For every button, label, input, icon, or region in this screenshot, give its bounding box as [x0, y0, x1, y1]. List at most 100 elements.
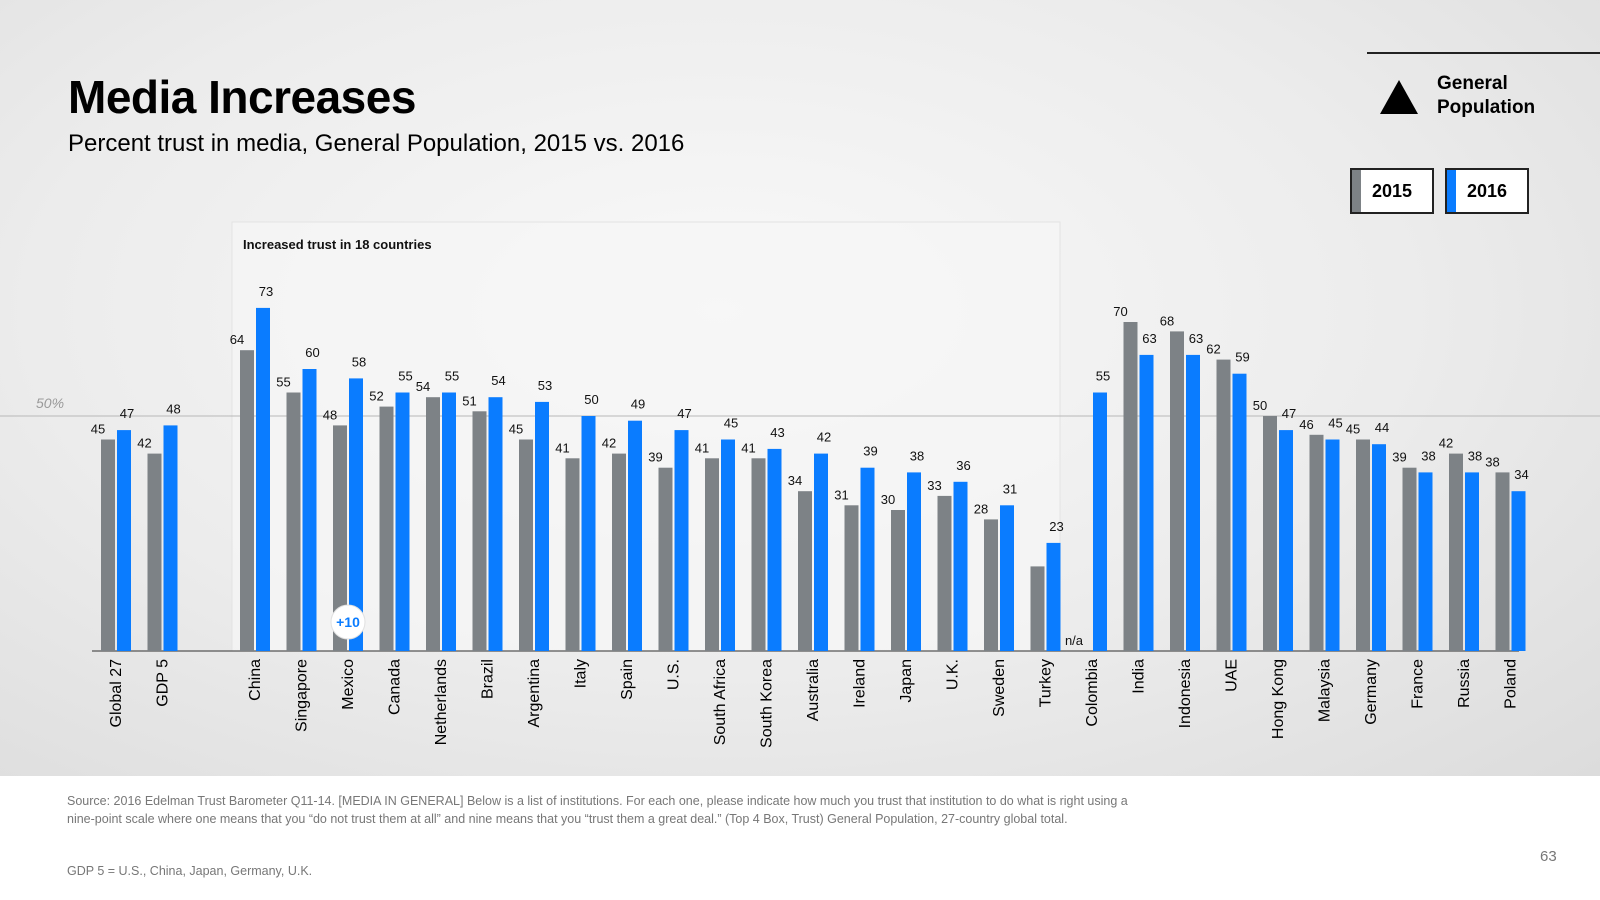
value-label-2016: 43: [770, 425, 784, 440]
legend-group-label: General Population: [1437, 72, 1535, 120]
value-label-2016: 45: [724, 416, 738, 431]
category-label: Brazil: [480, 659, 497, 699]
bar-2015: [426, 397, 440, 651]
value-label-2016: 49: [631, 397, 645, 412]
value-label-2015: 55: [276, 375, 290, 390]
bar-2016: [721, 439, 735, 651]
bar-2016: [767, 448, 782, 651]
bar-2015: [705, 458, 719, 651]
bar-2016: [907, 472, 921, 651]
bar-2016: [256, 307, 270, 651]
bar-2015: [937, 495, 952, 651]
bar-2016: [395, 392, 410, 651]
bar-2015: [984, 519, 998, 651]
bar-2015: [1123, 322, 1138, 651]
highlight-box-label: Increased trust in 18 countries: [243, 237, 432, 252]
bar-2016: [302, 369, 317, 651]
category-label: South Africa: [712, 659, 729, 745]
bar-2015: [1495, 472, 1510, 651]
value-label-2015: 62: [1206, 342, 1220, 357]
bar-2016: [1279, 430, 1293, 651]
page-number: 63: [1540, 848, 1557, 865]
bar-2015: [1170, 331, 1184, 651]
value-label-2016: 31: [1003, 481, 1017, 496]
bar-2015: [612, 453, 626, 651]
category-label: Ireland: [852, 659, 869, 708]
category-label: Russia: [1456, 659, 1473, 708]
category-label: Germany: [1363, 659, 1380, 725]
value-label-2016: 55: [445, 369, 459, 384]
value-label-2015: 45: [1346, 422, 1360, 437]
bar-2016: [163, 425, 178, 651]
bar-2016: [1139, 354, 1154, 651]
source-note: Source: 2016 Edelman Trust Barometer Q11…: [67, 794, 1128, 826]
value-label-2016: 58: [352, 354, 366, 369]
value-label-2016: 23: [1049, 519, 1063, 534]
value-label-2015: 42: [602, 436, 616, 451]
page-title: Media Increases: [68, 71, 416, 123]
legend-item-2015: 2015: [1350, 168, 1434, 214]
bar-2015: [472, 411, 487, 651]
value-label-2015: 34: [788, 473, 802, 488]
value-label-2016: 55: [1096, 369, 1110, 384]
value-label-2015: 51: [462, 393, 476, 408]
bar-2016: [953, 481, 968, 651]
value-label-2015: 38: [1485, 454, 1499, 469]
bar-2015: [1356, 439, 1370, 651]
category-label: Japan: [898, 659, 915, 703]
value-label-2016: 44: [1375, 420, 1389, 435]
category-label: Sweden: [991, 659, 1008, 717]
category-label: Turkey: [1038, 659, 1055, 707]
bar-2015: [519, 439, 533, 651]
legend-label-2015: 2015: [1372, 181, 1413, 201]
bar-2016: [488, 397, 503, 651]
value-label-2016: 55: [398, 369, 412, 384]
bar-2015: [1402, 467, 1417, 651]
page-subtitle: Percent trust in media, General Populati…: [68, 130, 685, 157]
category-label: U.S.: [666, 659, 683, 690]
bar-2016: [1186, 354, 1200, 651]
bar-2015: [1449, 453, 1463, 651]
category-label: Canada: [387, 659, 404, 715]
bar-2016: [1000, 505, 1014, 651]
category-label: Malaysia: [1317, 659, 1334, 722]
value-label-2015: 54: [416, 379, 430, 394]
bar-2015: [379, 406, 394, 651]
category-label: Hong Kong: [1270, 659, 1287, 739]
legend-swatch-2015: [1352, 170, 1361, 212]
value-label-2016: 53: [538, 378, 552, 393]
legend-item-2016: 2016: [1445, 168, 1529, 214]
category-label: Poland: [1503, 659, 1520, 709]
value-label-2015: 70: [1113, 304, 1127, 319]
value-label-2015: 48: [323, 407, 337, 422]
category-label: France: [1410, 659, 1427, 709]
value-label-2015: 39: [648, 450, 662, 465]
value-label-2016: 45: [1328, 416, 1342, 431]
value-label-2016: 50: [584, 392, 598, 407]
category-label: Netherlands: [433, 659, 450, 745]
value-label-2016: 34: [1514, 467, 1528, 482]
bar-2015: [798, 491, 812, 651]
value-label-2015: 64: [230, 332, 244, 347]
category-label: Colombia: [1084, 659, 1101, 727]
value-label-2016: 73: [259, 284, 273, 299]
value-label-2015: 42: [1439, 436, 1453, 451]
value-label-2015: 45: [91, 422, 105, 437]
bar-2015: [565, 458, 580, 651]
value-label-2015: 39: [1392, 450, 1406, 465]
value-label-2016: 39: [863, 444, 877, 459]
value-label-2016: 42: [817, 430, 831, 445]
bar-2015: [891, 510, 905, 651]
value-label-2016: 60: [305, 345, 319, 360]
value-label-2016: 54: [491, 373, 505, 388]
bar-2016: [349, 378, 363, 651]
change-callout-label: +10: [336, 614, 360, 630]
bar-2015: [844, 505, 859, 651]
bar-2016: [581, 416, 596, 651]
value-label-2015: 28: [974, 501, 988, 516]
gdp-note: GDP 5 = U.S., China, Japan, Germany, U.K…: [67, 864, 313, 878]
bar-2015: [101, 439, 115, 651]
reference-line-label: 50%: [36, 395, 64, 411]
change-callout-circle: [330, 604, 366, 640]
value-label-2016: 48: [166, 401, 180, 416]
